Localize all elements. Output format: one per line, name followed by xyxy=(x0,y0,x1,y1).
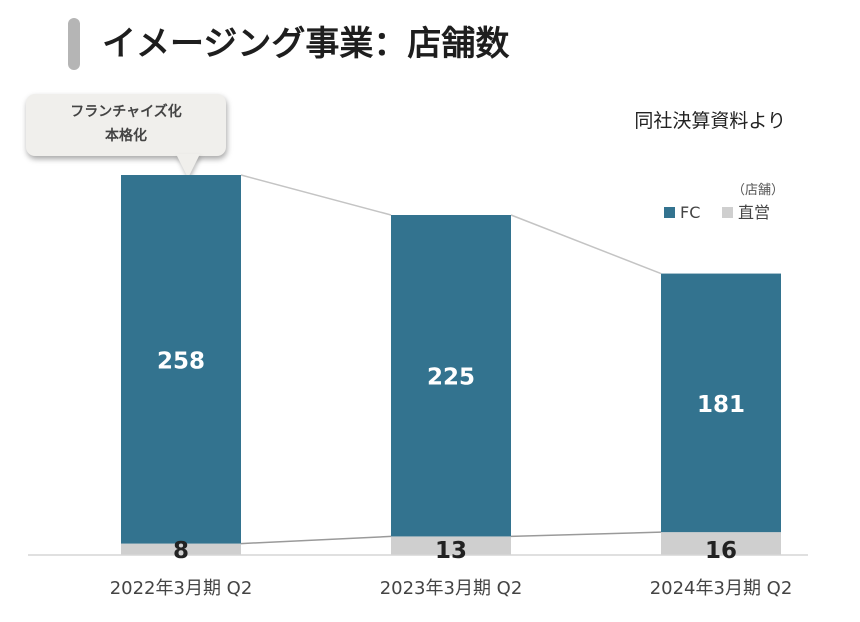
value-label-direct-2: 13 xyxy=(435,538,467,564)
connector-total-1 xyxy=(240,174,392,216)
connector-lines xyxy=(240,174,662,545)
value-label-fc-1: 258 xyxy=(157,348,205,374)
legend-swatch-direct xyxy=(722,207,733,218)
connector-total-2 xyxy=(510,214,662,275)
x-tick-label-1: 2022年3月期 Q2 xyxy=(110,578,253,599)
connector-direct-1 xyxy=(240,535,392,545)
value-labels: 258 8 225 13 181 16 xyxy=(157,348,745,564)
value-label-direct-1: 8 xyxy=(173,538,189,564)
value-label-fc-3: 181 xyxy=(697,392,745,418)
x-tick-label-3: 2024年3月期 Q2 xyxy=(650,578,793,599)
x-tick-labels: 2022年3月期 Q2 2023年3月期 Q2 2024年3月期 Q2 xyxy=(110,578,793,599)
bar-direct-3 xyxy=(661,532,781,555)
legend: （店舗） FC 直営 xyxy=(664,183,784,222)
value-label-fc-2: 225 xyxy=(427,365,475,391)
bar-fc-1 xyxy=(121,175,241,544)
page-title: イメージング事業：店舗数 xyxy=(102,24,510,64)
bar-fc-2 xyxy=(391,215,511,537)
bars xyxy=(121,175,781,555)
callout-pointer xyxy=(176,154,200,178)
value-label-direct-3: 16 xyxy=(705,538,737,564)
legend-label-direct: 直営 xyxy=(738,203,770,222)
bar-direct-1 xyxy=(121,543,241,555)
callout-box xyxy=(26,94,226,156)
callout-line-2: 本格化 xyxy=(105,128,147,144)
callout-franchise: フランチャイズ化 本格化 xyxy=(26,94,226,178)
source-note: 同社決算資料より xyxy=(634,110,786,132)
bar-fc-3 xyxy=(661,273,781,533)
callout-line-1: フランチャイズ化 xyxy=(70,104,182,120)
title-accent-bar xyxy=(68,18,80,70)
legend-swatch-fc xyxy=(664,207,675,218)
x-tick-label-2: 2023年3月期 Q2 xyxy=(380,578,523,599)
bar-direct-2 xyxy=(391,536,511,555)
callout-text: フランチャイズ化 本格化 xyxy=(26,100,226,148)
legend-label-fc: FC xyxy=(680,203,700,222)
legend-unit-label: （店舗） xyxy=(732,183,784,198)
connector-direct-2 xyxy=(510,531,662,538)
